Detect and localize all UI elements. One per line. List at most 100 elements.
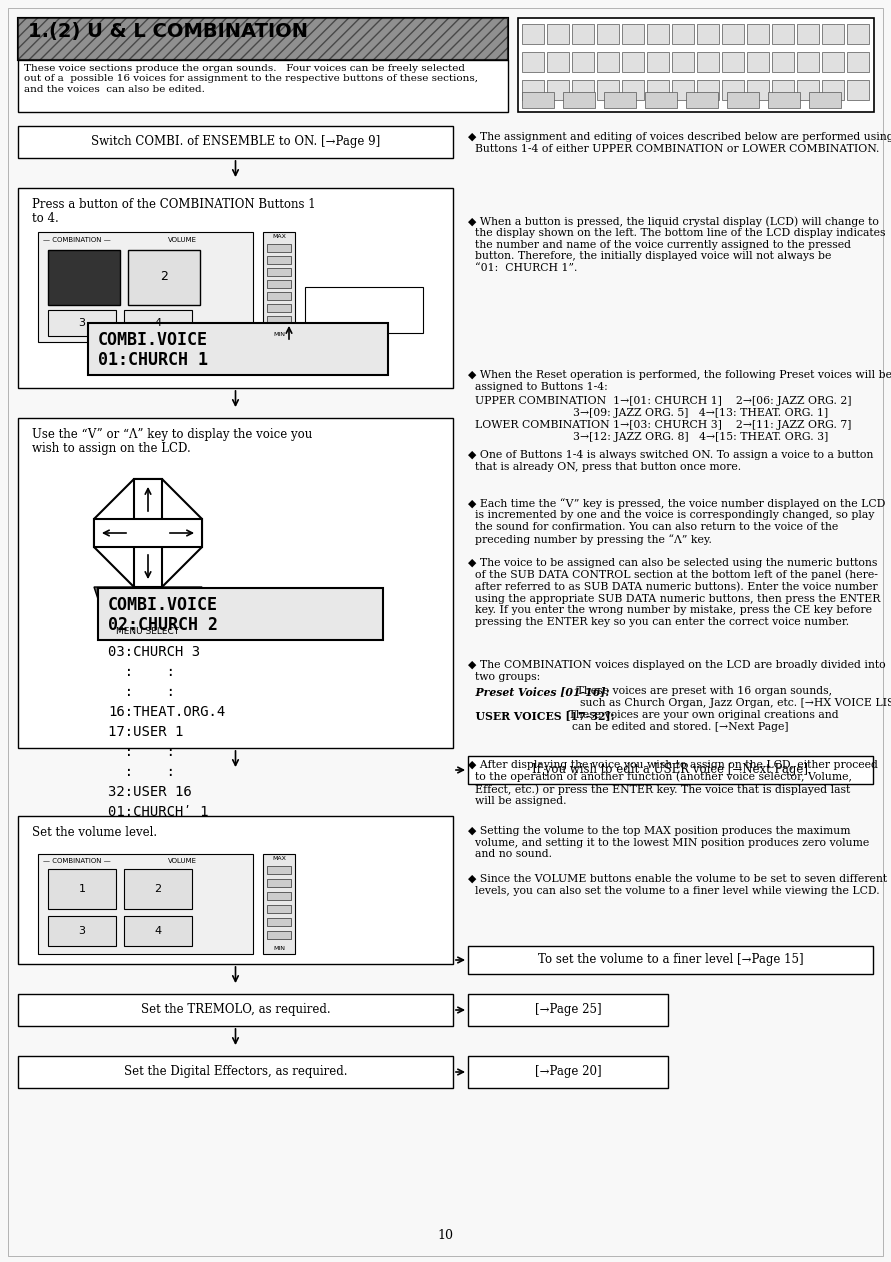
Text: Set the volume level.: Set the volume level. <box>32 827 157 839</box>
Bar <box>672 52 694 72</box>
Text: :    :: : : <box>108 765 175 779</box>
Text: 1: 1 <box>78 883 86 893</box>
Text: ◆ The assignment and editing of voices described below are performed using
  But: ◆ The assignment and editing of voices d… <box>468 133 891 154</box>
Bar <box>772 80 794 100</box>
Bar <box>18 817 453 964</box>
Bar <box>124 310 192 336</box>
Bar <box>747 24 769 44</box>
Bar <box>563 92 595 109</box>
Bar <box>547 80 569 100</box>
Text: 3→[09: JAZZ ORG. 5]   4→[13: THEAT. ORG. 1]: 3→[09: JAZZ ORG. 5] 4→[13: THEAT. ORG. 1… <box>468 408 828 418</box>
Text: MAX: MAX <box>272 233 286 239</box>
Text: USER VOICES [17-32]:: USER VOICES [17-32]: <box>468 711 615 721</box>
Bar <box>647 80 669 100</box>
Text: [→Page 20]: [→Page 20] <box>535 1065 601 1079</box>
Bar <box>48 310 116 336</box>
Bar <box>18 126 453 158</box>
Text: MAX: MAX <box>272 856 286 861</box>
Text: MENU SELECT: MENU SELECT <box>117 627 180 636</box>
Bar <box>522 52 544 72</box>
Bar <box>263 232 295 342</box>
Bar <box>267 931 291 939</box>
Text: 01:CHURCHʹ 1: 01:CHURCHʹ 1 <box>108 805 208 819</box>
Bar <box>622 80 644 100</box>
Bar <box>267 917 291 926</box>
Text: 2: 2 <box>160 270 168 284</box>
Text: VOLUME: VOLUME <box>168 858 197 864</box>
Text: MIN: MIN <box>273 946 285 952</box>
Bar <box>124 870 192 909</box>
Polygon shape <box>94 519 202 546</box>
Bar <box>522 24 544 44</box>
Bar <box>797 52 819 72</box>
Text: 2: 2 <box>154 883 161 893</box>
Bar <box>722 80 744 100</box>
Bar <box>267 280 291 288</box>
Bar <box>772 52 794 72</box>
Bar <box>597 80 619 100</box>
Text: 17:USER 1: 17:USER 1 <box>108 724 184 740</box>
Text: If you wish to edit a USER voice [→Next Page]: If you wish to edit a USER voice [→Next … <box>533 764 808 776</box>
Bar <box>747 80 769 100</box>
Bar <box>518 18 874 112</box>
Bar <box>768 92 800 109</box>
Bar <box>697 52 719 72</box>
Bar <box>267 304 291 312</box>
Bar <box>597 24 619 44</box>
Text: To set the volume to a finer level [→Page 15]: To set the volume to a finer level [→Pag… <box>537 954 804 967</box>
Bar <box>822 24 844 44</box>
Bar <box>772 24 794 44</box>
Bar <box>48 870 116 909</box>
Text: Use the “V” or “Λ” key to display the voice you: Use the “V” or “Λ” key to display the vo… <box>32 428 312 440</box>
Text: ◆ The voice to be assigned can also be selected using the numeric buttons
  of t: ◆ The voice to be assigned can also be s… <box>468 558 880 627</box>
Bar <box>38 854 253 954</box>
Bar <box>267 256 291 264</box>
Bar <box>672 24 694 44</box>
Text: ◆ One of Buttons 1-4 is always switched ON. To assign a voice to a button
  that: ◆ One of Buttons 1-4 is always switched … <box>468 451 873 472</box>
Text: 4: 4 <box>154 926 161 936</box>
Bar <box>572 52 594 72</box>
Text: :    :: : : <box>108 665 175 679</box>
Bar <box>468 1056 668 1088</box>
Bar <box>522 80 544 100</box>
Text: Set the Digital Effectors, as required.: Set the Digital Effectors, as required. <box>124 1065 347 1079</box>
Text: These voices are your own original creations and
  can be edited and stored. [→N: These voices are your own original creat… <box>565 711 838 732</box>
Bar <box>18 61 508 112</box>
Text: Set the TREMOLO, as required.: Set the TREMOLO, as required. <box>141 1003 331 1016</box>
Bar <box>18 18 508 61</box>
Text: ◆ When the Reset operation is performed, the following Preset voices will be
  a: ◆ When the Reset operation is performed,… <box>468 370 891 391</box>
Polygon shape <box>94 480 202 587</box>
Text: MIN: MIN <box>273 332 285 337</box>
Text: Preset Voices [01-16]:: Preset Voices [01-16]: <box>468 687 609 697</box>
Bar <box>48 916 116 946</box>
Text: to 4.: to 4. <box>32 212 59 225</box>
Text: 3: 3 <box>78 926 86 936</box>
Bar <box>697 24 719 44</box>
Bar <box>267 880 291 887</box>
Text: 4: 4 <box>154 318 161 328</box>
Text: LOWER COMBINATION 1→[03: CHURCH 3]    2→[11: JAZZ ORG. 7]: LOWER COMBINATION 1→[03: CHURCH 3] 2→[11… <box>468 420 852 430</box>
Bar <box>645 92 677 109</box>
Text: 3: 3 <box>78 318 86 328</box>
Bar <box>263 854 295 954</box>
Text: COMBI.VOICE: COMBI.VOICE <box>108 596 218 615</box>
Bar <box>468 994 668 1026</box>
Bar <box>722 52 744 72</box>
Bar <box>572 24 594 44</box>
Bar <box>18 418 453 748</box>
Text: :    :: : : <box>108 745 175 758</box>
Bar <box>267 866 291 875</box>
Text: 3→[12: JAZZ ORG. 8]   4→[15: THEAT. ORG. 3]: 3→[12: JAZZ ORG. 8] 4→[15: THEAT. ORG. 3… <box>468 432 829 442</box>
Bar <box>267 268 291 276</box>
Bar <box>98 588 383 640</box>
Text: ◆ Setting the volume to the top MAX position produces the maximum
  volume, and : ◆ Setting the volume to the top MAX posi… <box>468 827 870 859</box>
Bar <box>124 916 192 946</box>
Bar <box>267 292 291 300</box>
Bar <box>797 80 819 100</box>
Text: 1.(2) U & L COMBINATION: 1.(2) U & L COMBINATION <box>28 21 308 40</box>
Polygon shape <box>94 587 202 617</box>
Text: wish to assign on the LCD.: wish to assign on the LCD. <box>32 442 191 456</box>
Bar <box>18 1056 453 1088</box>
Bar <box>822 52 844 72</box>
Text: These voices are preset with 16 organ sounds,
  such as Church Organ, Jazz Organ: These voices are preset with 16 organ so… <box>573 687 891 708</box>
